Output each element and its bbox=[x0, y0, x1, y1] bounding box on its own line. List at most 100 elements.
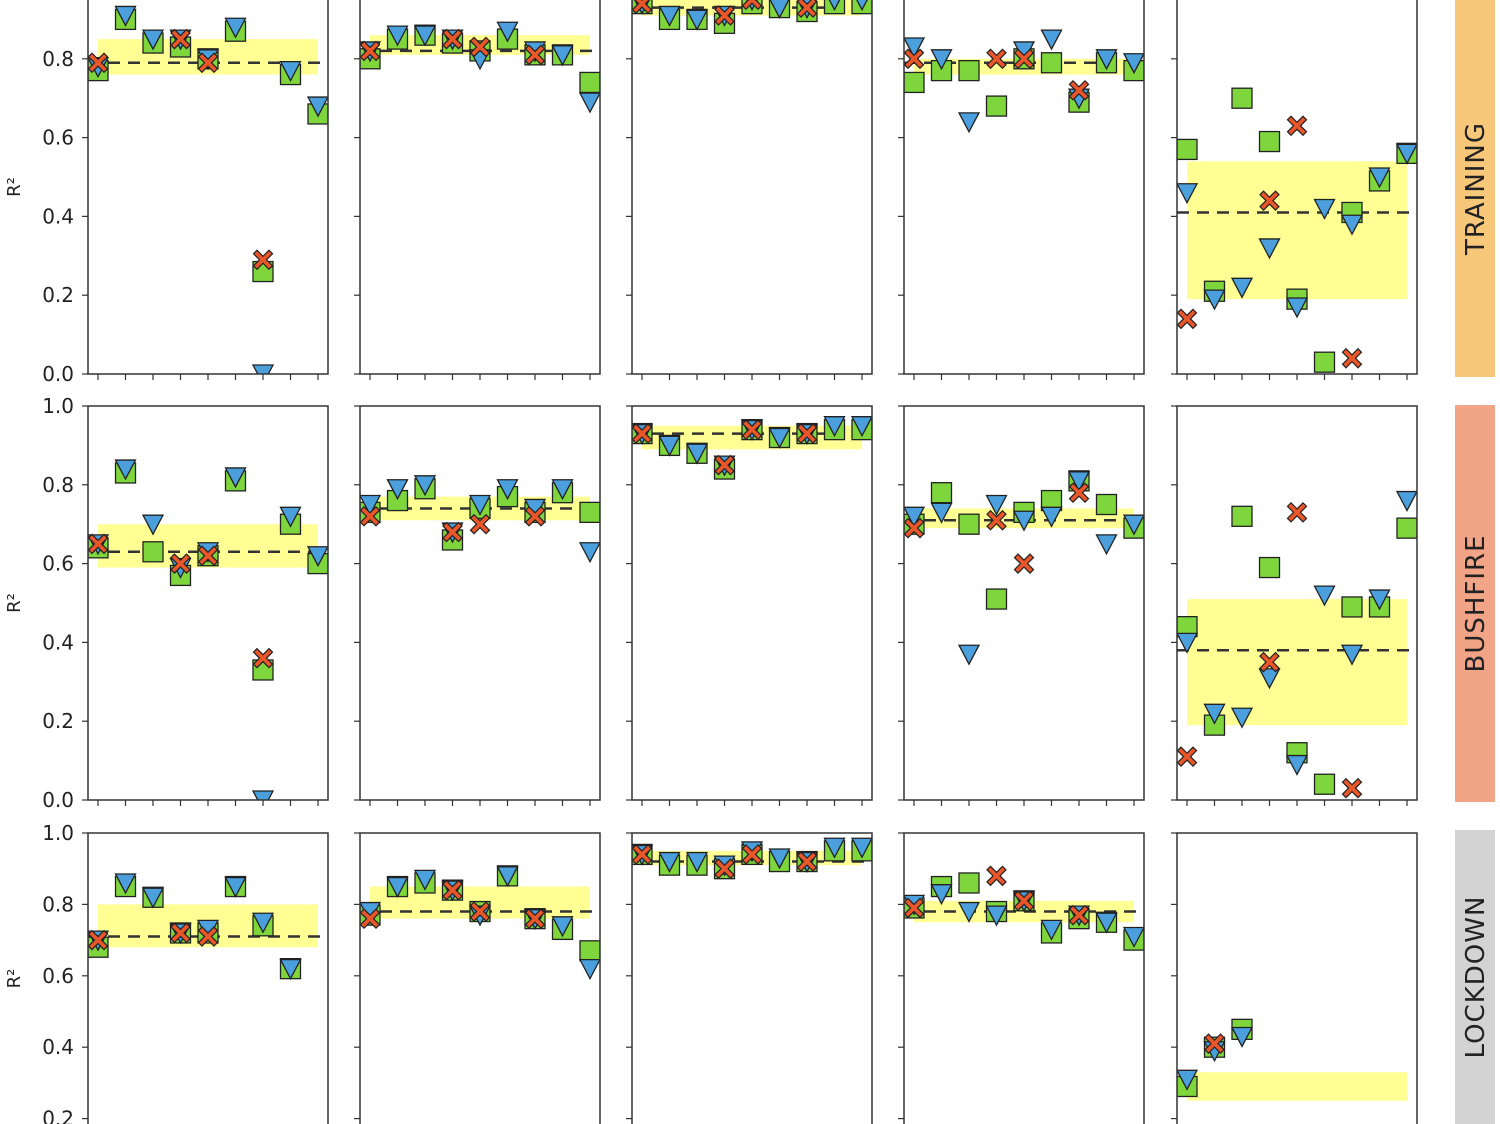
square-point bbox=[1313, 351, 1336, 373]
cross-point bbox=[1286, 502, 1308, 523]
y-tick-label: 0.0 bbox=[42, 788, 74, 812]
square-point bbox=[1313, 773, 1336, 795]
triangle-point bbox=[141, 887, 165, 909]
panel-r3-c4 bbox=[898, 832, 1145, 1124]
y-tick-label: 0.0 bbox=[42, 362, 74, 386]
square-point bbox=[1396, 517, 1417, 539]
triangle-point bbox=[360, 494, 382, 516]
triangle-point bbox=[413, 25, 437, 47]
cross-point bbox=[1204, 1033, 1225, 1054]
panel-r3-c2 bbox=[354, 832, 601, 1124]
triangle-point bbox=[658, 851, 681, 873]
cross-point bbox=[469, 36, 491, 58]
cross-point bbox=[1013, 890, 1035, 912]
triangle-point bbox=[496, 866, 519, 888]
triangle-point bbox=[386, 25, 409, 47]
cross-point bbox=[442, 28, 463, 50]
cross-point bbox=[1259, 651, 1280, 673]
triangle-point bbox=[1230, 707, 1254, 729]
cross-point bbox=[1068, 79, 1090, 101]
y-tick-label: 1.0 bbox=[42, 394, 74, 418]
triangle-point bbox=[985, 494, 1008, 516]
triangle-point bbox=[1395, 490, 1417, 512]
cross-point bbox=[986, 865, 1007, 887]
triangle-point bbox=[224, 876, 247, 898]
square-point bbox=[985, 95, 1008, 117]
triangle-point bbox=[114, 873, 137, 895]
triangle-point bbox=[224, 17, 247, 39]
square-point bbox=[1231, 505, 1253, 527]
triangle-point bbox=[251, 364, 275, 374]
triangle-point bbox=[551, 916, 574, 938]
y-tick-label: 0.8 bbox=[42, 473, 74, 497]
square-point bbox=[579, 71, 600, 94]
y-axis-label: R² bbox=[4, 177, 25, 197]
triangle-point bbox=[856, 0, 868, 12]
row-label-training: TRAINING bbox=[1455, 0, 1495, 377]
triangle-point bbox=[1122, 514, 1144, 536]
square-point bbox=[1258, 556, 1281, 579]
cross-point bbox=[469, 901, 491, 922]
triangle-point bbox=[985, 905, 1008, 927]
axes-frame bbox=[903, 832, 1145, 1124]
triangle-point bbox=[1340, 214, 1364, 236]
row-label-background bbox=[1455, 830, 1495, 1124]
triangle-point bbox=[1012, 510, 1036, 532]
square-point bbox=[958, 59, 980, 82]
panel-r3-c1: 0.2 0.4 0.6 0.8 1.0 R² bbox=[4, 821, 329, 1124]
panel-r1-c5 bbox=[1171, 0, 1418, 380]
y-tick-label: 0.4 bbox=[42, 1035, 74, 1059]
triangle-point bbox=[685, 443, 709, 465]
cross-point bbox=[796, 851, 818, 872]
triangle-point bbox=[251, 790, 275, 800]
cross-point bbox=[442, 521, 463, 543]
triangle-point bbox=[823, 416, 846, 438]
axes-frame bbox=[631, 832, 873, 1124]
triangle-point bbox=[141, 514, 165, 536]
y-tick-label: 0.6 bbox=[42, 964, 74, 988]
axes-frame bbox=[359, 832, 601, 1124]
row-label-text: TRAINING bbox=[1461, 122, 1491, 256]
triangle-point bbox=[828, 0, 841, 12]
square-point bbox=[1231, 87, 1253, 109]
y-tick-label: 0.6 bbox=[42, 552, 74, 576]
cross-point bbox=[524, 505, 546, 527]
triangle-point bbox=[1040, 506, 1063, 528]
triangle-point bbox=[1177, 183, 1199, 205]
square-point bbox=[1095, 493, 1118, 516]
cross-point bbox=[1068, 482, 1090, 504]
triangle-point bbox=[1177, 1069, 1199, 1091]
triangle-point bbox=[279, 60, 302, 83]
cross-point bbox=[741, 844, 763, 865]
panel-r2-c2 bbox=[354, 405, 601, 806]
y-tick-label: 0.8 bbox=[42, 892, 74, 916]
triangle-point bbox=[551, 479, 574, 501]
triangle-point bbox=[1230, 1026, 1254, 1048]
cross-point bbox=[1068, 904, 1090, 926]
triangle-point bbox=[1095, 912, 1118, 934]
square-point bbox=[142, 541, 164, 563]
iqr-band bbox=[1187, 1072, 1407, 1101]
cross-point bbox=[1341, 777, 1363, 799]
cross-point bbox=[714, 858, 735, 880]
triangle-point bbox=[279, 959, 302, 981]
y-tick-label: 0.4 bbox=[42, 204, 74, 228]
axes-frame bbox=[1176, 832, 1418, 1124]
cross-point bbox=[986, 509, 1007, 531]
cross-point bbox=[1013, 553, 1035, 574]
triangle-point bbox=[496, 21, 519, 43]
triangle-point bbox=[1368, 167, 1391, 189]
y-tick-label: 0.2 bbox=[42, 1107, 74, 1124]
triangle-point bbox=[768, 848, 791, 870]
triangle-point bbox=[957, 644, 981, 666]
triangle-point bbox=[685, 9, 709, 31]
triangle-point bbox=[279, 506, 302, 528]
triangle-point bbox=[1313, 198, 1336, 220]
triangle-point bbox=[1395, 143, 1417, 165]
cross-point bbox=[741, 0, 763, 11]
y-axis-label: R² bbox=[4, 593, 25, 613]
triangle-point bbox=[413, 869, 437, 891]
triangle-point bbox=[1258, 668, 1281, 690]
row-label-bushfire: BUSHFIRE bbox=[1455, 405, 1495, 802]
triangle-point bbox=[904, 37, 926, 59]
